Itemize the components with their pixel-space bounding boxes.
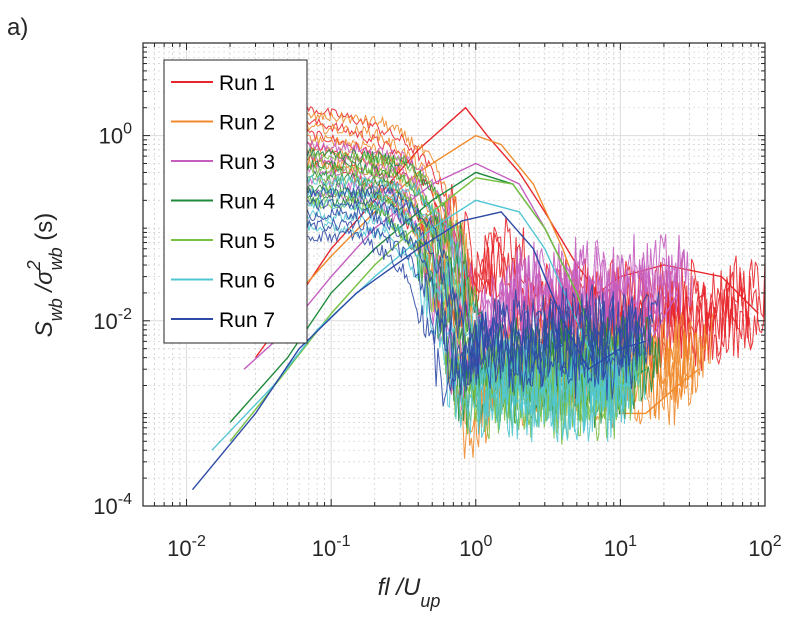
legend-label-run-7: Run 7 bbox=[219, 309, 275, 332]
x-tick-label-exp: 0 bbox=[484, 533, 493, 550]
x-tick-label-exp: 1 bbox=[628, 533, 637, 550]
y-tick-label: 10-4 bbox=[93, 491, 132, 519]
x-tick-label-exp: -1 bbox=[336, 533, 350, 550]
x-axis-label-main: fl /U bbox=[378, 574, 421, 601]
y-axis-label-sigma: /σ bbox=[31, 269, 58, 298]
x-tick-label-base: 10 bbox=[604, 536, 628, 561]
x-tick-label-base: 10 bbox=[312, 536, 336, 561]
series-4-trend bbox=[229, 171, 647, 423]
y-axis-label-sub2: wb bbox=[46, 247, 66, 270]
x-tick-label-base: 10 bbox=[748, 536, 772, 561]
legend-label-run-4: Run 4 bbox=[219, 191, 275, 214]
y-tick-label-exp: -4 bbox=[118, 491, 132, 508]
series-2-trend bbox=[254, 134, 700, 415]
series-3-trend bbox=[243, 162, 679, 371]
plot-area-border bbox=[142, 42, 766, 507]
x-tick-label-exp: 2 bbox=[773, 533, 782, 550]
x-tick-label: 10-2 bbox=[167, 533, 206, 561]
y-axis-label-sup: 2 bbox=[24, 260, 44, 271]
y-axis-label-s: S bbox=[31, 321, 58, 337]
ticks bbox=[142, 43, 766, 507]
y-tick-label-base: 10 bbox=[93, 494, 117, 519]
legend-label-run-3: Run 3 bbox=[219, 151, 275, 174]
y-tick-label-base: 10 bbox=[93, 309, 117, 334]
y-tick-label-exp: -2 bbox=[118, 306, 132, 323]
y-tick-label-base: 10 bbox=[99, 124, 123, 149]
legend-label-run-1: Run 1 bbox=[219, 72, 275, 95]
y-tick-label: 10-2 bbox=[93, 306, 132, 334]
x-tick-label: 10-1 bbox=[312, 533, 351, 561]
y-tick-label: 100 bbox=[99, 121, 132, 149]
y-axis-label: Swb /σ2 wb (s) bbox=[24, 213, 66, 338]
x-tick-label-base: 10 bbox=[167, 536, 191, 561]
x-axis-label-sub: up bbox=[420, 591, 440, 611]
x-tick-label: 102 bbox=[748, 533, 781, 561]
x-tick-label-exp: -2 bbox=[192, 533, 206, 550]
legend: Run 1 Run 2 Run 3 Run 4 Run 5 Run 6 Run 7 bbox=[163, 59, 308, 344]
panel-label: a) bbox=[7, 14, 28, 41]
legend-label-run-6: Run 6 bbox=[219, 270, 275, 293]
y-axis-label-sub1: wb bbox=[46, 298, 66, 321]
legend-label-run-2: Run 2 bbox=[219, 112, 275, 135]
x-tick-labels: 10-2 10-1 100 101 102 bbox=[167, 533, 782, 561]
series-7-trend bbox=[191, 211, 646, 491]
x-axis-label: fl /Uup bbox=[378, 574, 441, 611]
legend-label-run-5: Run 5 bbox=[219, 230, 275, 253]
x-tick-label: 101 bbox=[604, 533, 637, 561]
y-tick-label-exp: 0 bbox=[123, 121, 132, 138]
y-axis-label-unit: (s) bbox=[31, 213, 58, 248]
x-tick-label: 100 bbox=[459, 533, 492, 561]
x-tick-label-base: 10 bbox=[459, 536, 483, 561]
